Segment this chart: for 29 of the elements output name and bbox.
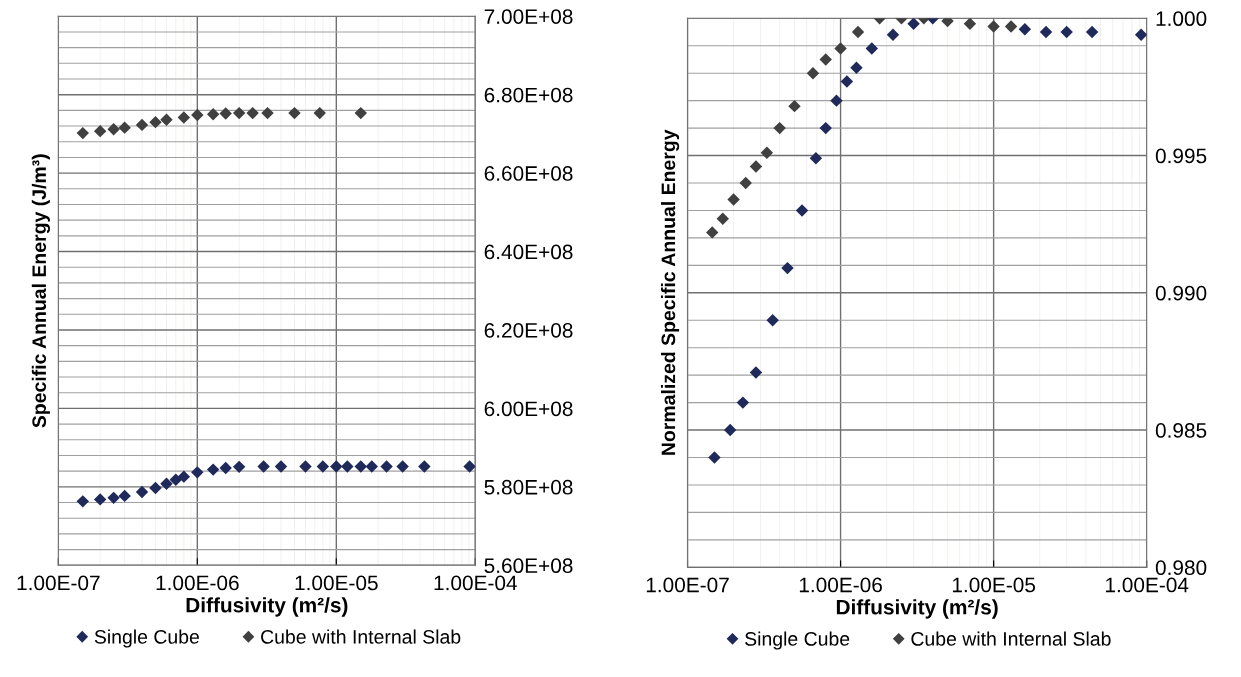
x-tick-label: 1.00E-06: [156, 575, 239, 591]
y-tick-label: 0.980: [1155, 560, 1207, 576]
legend-label: Cube with Internal Slab: [261, 629, 461, 644]
x-axis-title: Diffusivity (m²/s): [836, 599, 998, 619]
x-tick-label: 1.00E-05: [952, 577, 1036, 593]
x-tick-label: 1.00E-07: [17, 575, 100, 591]
x-tick-label: 1.00E-05: [295, 575, 378, 591]
x-tick-label: 1.00E-04: [1106, 577, 1189, 593]
y-axis-title: Normalized Specific Annual Energy: [660, 129, 680, 455]
y-tick-label: 6.40E+08: [484, 244, 573, 260]
y-tick-label: 6.20E+08: [484, 322, 573, 338]
x-tick-label: 1.00E-07: [646, 577, 729, 593]
y-tick-label: 6.60E+08: [484, 166, 573, 181]
x-tick-label: 1.00E-06: [799, 577, 882, 593]
y-tick-label: 5.80E+08: [484, 479, 573, 495]
y-tick-label: 1.000: [1156, 11, 1207, 27]
legend-label: Single Cube: [94, 629, 199, 648]
legend-label: Cube with Internal Slab: [911, 631, 1111, 646]
x-axis-title: Diffusivity (m²/s): [186, 597, 348, 617]
y-tick-label: 5.60E+08: [484, 558, 573, 574]
y-axis-title: Specific Annual Energy (J/m³): [31, 154, 50, 428]
y-tick-label: 0.995: [1155, 148, 1207, 164]
x-tick-label: 1.00E-04: [434, 575, 517, 591]
y-tick-label: 6.80E+08: [484, 87, 573, 103]
y-tick-label: 0.985: [1155, 423, 1207, 438]
y-tick-label: 6.00E+08: [484, 401, 573, 417]
y-tick-label: 0.990: [1155, 285, 1207, 301]
y-tick-label: 7.00E+08: [484, 9, 573, 24]
legend-label: Single Cube: [745, 631, 850, 650]
